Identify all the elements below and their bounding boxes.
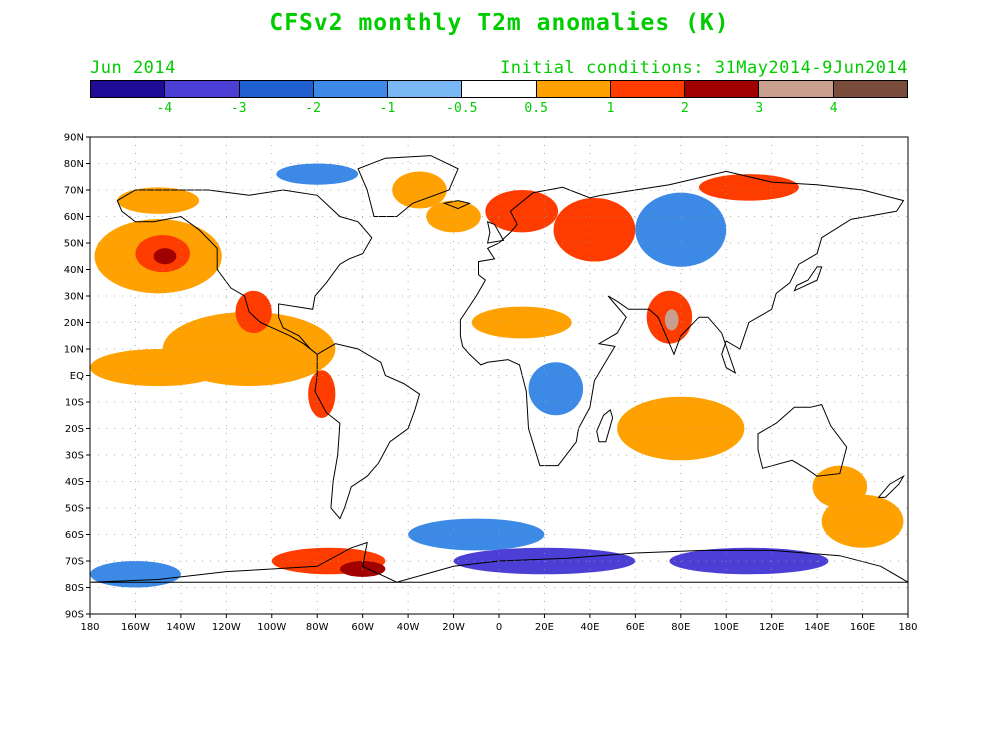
coastline-north-america bbox=[116, 189, 373, 355]
lat-tick-label: 50N bbox=[64, 239, 84, 250]
lon-tick-label: 20W bbox=[442, 622, 465, 633]
anomaly-region-russia-warm bbox=[553, 197, 636, 262]
lat-tick-label: 10S bbox=[65, 398, 84, 409]
anomaly-region-india-hot bbox=[664, 309, 679, 331]
colorbar-bin bbox=[610, 81, 686, 97]
lat-tick-label: 10N bbox=[64, 345, 84, 356]
colorbar-bin bbox=[388, 81, 463, 97]
initial-conditions-label: Initial conditions: 31May2014-9Jun2014 bbox=[500, 58, 908, 78]
chart-title: CFSv2 monthly T2m anomalies (K) bbox=[269, 10, 730, 36]
anomaly-region-north-pacific-hot-center bbox=[153, 248, 177, 265]
anomaly-map: 90N 80N 70N 60N 50N 40N 30N 20N 10N EQ 10S 20S 30S 40… bbox=[64, 133, 918, 634]
lat-tick-label: 40S bbox=[65, 477, 84, 488]
lat-tick-label: 80N bbox=[64, 159, 84, 170]
lat-tick-label: 70S bbox=[65, 557, 84, 568]
anomaly-region-alaska-warm bbox=[117, 187, 200, 214]
lat-tick-label: 40N bbox=[64, 265, 84, 276]
anomaly-region-greenland-warm bbox=[392, 171, 447, 209]
lat-tick-label: 60N bbox=[64, 212, 84, 223]
coastline-africa-eurasia bbox=[459, 170, 905, 467]
lon-tick-label: 40E bbox=[580, 622, 599, 633]
anomaly-region-mexico-warm bbox=[235, 290, 272, 334]
anomaly-region-east-antarctica-cold bbox=[669, 547, 829, 575]
lon-tick-label: 20E bbox=[535, 622, 554, 633]
colorbar-tick-label: -1 bbox=[379, 101, 396, 116]
colorbar-bin bbox=[536, 81, 611, 97]
lon-tick-label: 40W bbox=[397, 622, 420, 633]
anomaly-region-south-atlantic-cool bbox=[408, 518, 545, 551]
lat-tick-label: 20S bbox=[65, 424, 84, 435]
anomaly-layer bbox=[90, 163, 904, 588]
colorbar-tick-label: -2 bbox=[305, 101, 321, 116]
lon-tick-label: 60E bbox=[626, 622, 645, 633]
colorbar-bin bbox=[239, 81, 314, 97]
lon-tick-label: 180 bbox=[898, 622, 917, 633]
colorbar-bin bbox=[759, 81, 834, 97]
lon-tick-label: 0 bbox=[496, 622, 502, 633]
colorbar-bin bbox=[165, 81, 240, 97]
graticule bbox=[90, 137, 908, 614]
colorbar-tick-label: -3 bbox=[230, 101, 247, 116]
lat-tick-label: 90N bbox=[64, 133, 84, 144]
anomaly-region-indian-ocean-warm bbox=[617, 396, 745, 461]
colorbar-tick-label: -4 bbox=[156, 101, 173, 116]
colorbar-tick-label: 0.5 bbox=[524, 101, 548, 116]
lon-tick-label: 60W bbox=[351, 622, 374, 633]
colorbar-tick-label: 2 bbox=[680, 101, 689, 116]
colorbar-bin bbox=[685, 81, 760, 97]
lon-tick-label: 180 bbox=[80, 622, 99, 633]
lon-tick-label: 140W bbox=[166, 622, 195, 633]
colorbar-bin bbox=[462, 81, 537, 97]
lon-tick-label: 160E bbox=[850, 622, 875, 633]
anomaly-region-north-siberia-warm bbox=[698, 174, 799, 201]
lon-tick-label: 140E bbox=[804, 622, 829, 633]
lat-tick-label: 30N bbox=[64, 292, 84, 303]
colorbar-bin bbox=[313, 81, 389, 97]
axis-labels: 90N 80N 70N 60N 50N 40N 30N 20N 10N EQ 10S 20S 30S 40… bbox=[64, 133, 918, 634]
lat-tick-label: 30S bbox=[65, 451, 84, 462]
anomaly-region-tropical-pacific-warm bbox=[90, 349, 227, 387]
lon-tick-label: 100W bbox=[257, 622, 286, 633]
anomaly-region-sahara-warm bbox=[471, 306, 572, 339]
colorbar-legend bbox=[90, 80, 908, 98]
anomaly-region-ross-sea-cool bbox=[90, 561, 181, 588]
anomaly-region-arctic-canada-cool bbox=[276, 163, 359, 185]
lat-tick-label: 80S bbox=[65, 583, 84, 594]
lat-tick-label: 70N bbox=[64, 186, 84, 197]
lon-tick-label: 80E bbox=[671, 622, 690, 633]
coastline-australia bbox=[757, 404, 848, 477]
colorbar-tick-label: 3 bbox=[755, 101, 764, 116]
colorbar-bin bbox=[833, 81, 907, 97]
lat-tick-label: 20N bbox=[64, 318, 84, 329]
anomaly-region-north-atlantic-warm bbox=[426, 200, 481, 233]
anomaly-region-europe-warm bbox=[485, 190, 559, 233]
lat-tick-label: EQ bbox=[70, 371, 84, 382]
anomaly-region-weddell-warm bbox=[339, 561, 386, 577]
anomaly-region-africa-cool bbox=[528, 362, 584, 416]
forecast-month-label: Jun 2014 bbox=[90, 58, 176, 78]
coastline-new-zealand bbox=[877, 474, 905, 498]
coastline-madagascar bbox=[596, 409, 614, 443]
colorbar-tick-label: -0.5 bbox=[446, 101, 478, 116]
colorbar-tick-label: 4 bbox=[829, 101, 838, 116]
lon-tick-label: 120W bbox=[212, 622, 241, 633]
anomaly-region-siberia-cool bbox=[635, 192, 727, 267]
anomaly-region-peru-warm bbox=[308, 370, 336, 418]
lat-tick-label: 90S bbox=[65, 610, 84, 621]
colorbar-tick-label: 1 bbox=[606, 101, 615, 116]
lat-tick-label: 50S bbox=[65, 504, 84, 515]
lon-tick-label: 100E bbox=[714, 622, 739, 633]
coastline-japan bbox=[793, 266, 823, 292]
coastline-greenland bbox=[357, 155, 459, 217]
lon-tick-label: 120E bbox=[759, 622, 784, 633]
lat-tick-label: 60S bbox=[65, 530, 84, 541]
colorbar-bin bbox=[91, 81, 166, 97]
coastline-britain bbox=[486, 221, 505, 244]
lon-tick-label: 160W bbox=[121, 622, 150, 633]
coastline-south-america bbox=[314, 343, 421, 520]
lon-tick-label: 80W bbox=[306, 622, 329, 633]
